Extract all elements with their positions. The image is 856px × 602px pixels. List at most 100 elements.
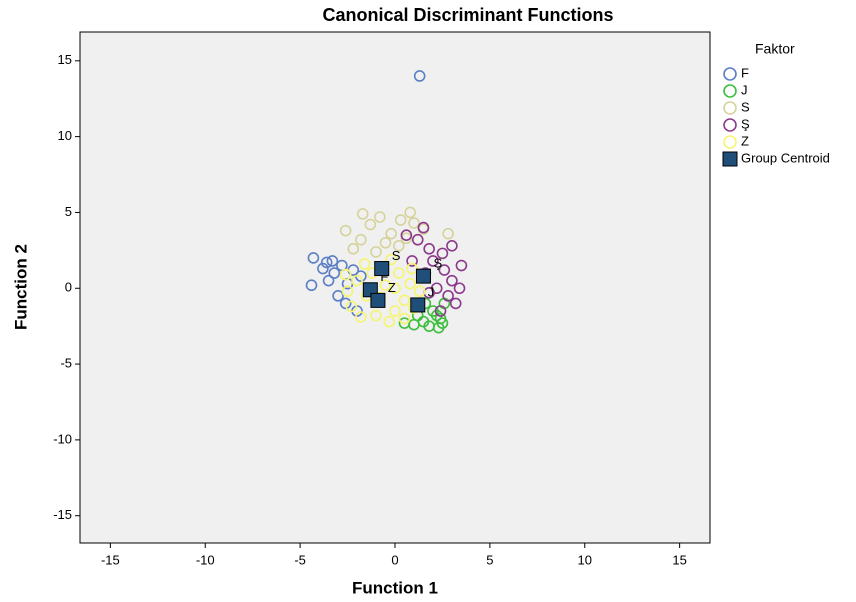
y-tick-label: -15 xyxy=(53,507,72,522)
point xyxy=(322,274,335,287)
y-axis-label: Function 2 xyxy=(11,244,30,330)
point xyxy=(389,282,401,295)
centroid-label: Z xyxy=(388,280,396,295)
point xyxy=(374,211,386,223)
point xyxy=(332,290,344,302)
point xyxy=(436,317,449,329)
point xyxy=(436,247,449,260)
point xyxy=(400,232,413,245)
point xyxy=(398,317,411,329)
point xyxy=(351,274,363,287)
point xyxy=(370,309,382,322)
point xyxy=(438,264,451,276)
point xyxy=(442,290,454,302)
point xyxy=(392,240,405,252)
point xyxy=(413,70,426,82)
centroid-label: S xyxy=(392,248,401,263)
x-tick-label: -15 xyxy=(101,552,120,567)
point xyxy=(307,252,320,264)
legend-marker xyxy=(722,151,738,167)
x-axis-label: Function 1 xyxy=(352,578,438,597)
point xyxy=(392,267,405,279)
point xyxy=(394,214,407,226)
point xyxy=(423,243,435,255)
point xyxy=(404,206,416,219)
centroid xyxy=(374,261,390,277)
point xyxy=(434,305,447,317)
y-tick-label: 10 xyxy=(58,128,72,143)
point xyxy=(413,285,426,298)
point xyxy=(326,255,339,267)
x-tick-label: 0 xyxy=(391,552,398,567)
point xyxy=(320,256,333,269)
point xyxy=(389,305,401,317)
legend-label: F xyxy=(741,65,749,80)
centroid xyxy=(410,297,426,313)
point xyxy=(404,277,416,290)
point xyxy=(406,255,418,267)
point xyxy=(364,218,377,231)
point xyxy=(345,300,358,313)
x-tick-label: -10 xyxy=(196,552,215,567)
point xyxy=(411,233,424,246)
point xyxy=(385,227,398,240)
point xyxy=(400,229,413,241)
point xyxy=(408,217,420,229)
x-tick-label: -5 xyxy=(294,552,306,567)
point xyxy=(385,253,398,266)
point xyxy=(358,258,371,270)
legend-marker xyxy=(723,135,737,149)
point xyxy=(427,255,439,267)
point xyxy=(446,240,458,252)
legend-label: Ş xyxy=(741,116,750,131)
legend-marker xyxy=(723,118,737,132)
centroid xyxy=(370,292,386,308)
point xyxy=(398,312,411,325)
point xyxy=(417,221,430,234)
point xyxy=(453,282,466,295)
centroid-label: J xyxy=(428,284,435,299)
legend-label: Z xyxy=(741,133,749,148)
legend-title: Faktor xyxy=(755,41,795,57)
point xyxy=(449,297,462,310)
chart-title: Canonical Discriminant Functions xyxy=(322,5,613,25)
point xyxy=(370,246,382,258)
y-tick-label: 5 xyxy=(65,204,72,219)
point xyxy=(305,279,318,292)
point xyxy=(339,224,352,237)
legend-marker xyxy=(723,101,737,115)
legend-marker xyxy=(723,67,737,81)
centroid xyxy=(415,268,431,284)
y-tick-label: 0 xyxy=(65,280,72,295)
y-tick-label: -10 xyxy=(53,431,72,446)
point xyxy=(355,233,367,246)
point xyxy=(455,259,468,272)
x-tick-label: 15 xyxy=(672,552,686,567)
point xyxy=(446,274,458,287)
point xyxy=(442,227,454,240)
point xyxy=(339,268,352,281)
point xyxy=(379,236,392,249)
legend-label: Group Centroid xyxy=(741,150,830,165)
centroid-label: F xyxy=(380,269,388,284)
point xyxy=(339,297,352,310)
point xyxy=(383,315,396,328)
plot-area xyxy=(79,31,711,544)
y-tick-label: 15 xyxy=(58,52,72,67)
x-tick-label: 5 xyxy=(486,552,493,567)
point xyxy=(356,208,369,220)
legend-label: J xyxy=(741,82,748,97)
legend-marker xyxy=(723,84,737,98)
point xyxy=(406,262,418,275)
point xyxy=(317,262,329,275)
centroid-label: Ş xyxy=(433,256,442,271)
point xyxy=(355,311,367,323)
point xyxy=(328,267,341,279)
point xyxy=(341,285,354,298)
y-tick-label: -5 xyxy=(60,356,72,371)
point xyxy=(347,243,360,255)
legend-label: S xyxy=(741,99,750,114)
x-tick-label: 10 xyxy=(578,552,592,567)
